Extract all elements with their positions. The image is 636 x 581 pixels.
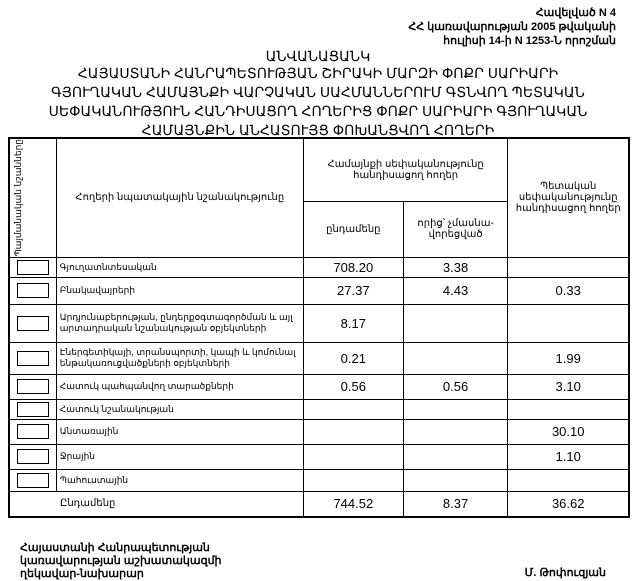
not-privatized <box>402 398 509 420</box>
land-purpose: Գյուղատնտեսական <box>55 256 304 278</box>
purpose-header: Հողերի նպատակային նշանակությունը <box>55 137 304 258</box>
legend-box-icon <box>16 472 49 488</box>
state-land: 1.99 <box>507 341 630 375</box>
legend-box-icon <box>16 449 49 465</box>
state-land <box>507 468 630 492</box>
state-land: 3.10 <box>507 373 630 400</box>
symbols-header: Պայմանական նշանները <box>8 137 57 258</box>
legend-box-icon <box>16 350 49 366</box>
sum-total: 744.52 <box>302 490 404 518</box>
signatory-line: կառավարության աշխատակազմի <box>20 555 222 567</box>
table-row: Արդյունաբերության, ընդերքօգտագործման և ա… <box>8 303 630 343</box>
state-land: 30.10 <box>507 418 630 445</box>
table-row: Էներգետիկայի, տրանսպորտի, կապի և կոմունա… <box>8 341 630 375</box>
legend-swatch <box>8 303 57 343</box>
signatory-name: Մ. Թոփուզյան <box>524 567 606 579</box>
signatory-line: ղեկավար-նախարար <box>20 568 144 580</box>
legend-swatch <box>8 256 57 278</box>
annex-line: Հավելված N 4 <box>535 7 616 19</box>
total-header: ընդամենը <box>302 200 404 258</box>
community-total: 708.20 <box>302 256 404 278</box>
land-purpose: Պահուստային <box>55 468 304 492</box>
state-land <box>507 398 630 420</box>
community-header: Համայնքի սեփականությունը հանդիսացող հողե… <box>302 137 509 202</box>
sum-state: 36.62 <box>507 490 630 518</box>
community-total: 27.37 <box>302 276 404 305</box>
sum-not-privatized: 8.37 <box>402 490 509 518</box>
table-row: Գյուղատնտեսական 708.20 3.38 <box>8 256 630 278</box>
table-row: Հատուկ պահպանվող տարածքների 0.56 0.56 3.… <box>8 373 630 400</box>
legend-swatch <box>8 341 57 375</box>
not-privatized <box>402 303 509 343</box>
state-land <box>507 256 630 278</box>
not-privatized: 0.56 <box>402 373 509 400</box>
document-subtitle: ՀԱՅԱՍՏԱՆԻ ՀԱՆՐԱՊԵՏՈՒԹՅԱՆ ՇԻՐԱԿԻ ՄԱՐԶԻ ՓՈ… <box>48 65 588 138</box>
community-total <box>302 468 404 492</box>
table-row: Ջրային 1.10 <box>8 443 630 470</box>
land-purpose: Հատուկ նշանակության <box>55 398 304 420</box>
land-purpose: Էներգետիկայի, տրանսպորտի, կապի և կոմունա… <box>55 341 304 375</box>
not-privatized <box>402 418 509 445</box>
community-total <box>302 443 404 470</box>
legend-box-icon <box>16 379 49 395</box>
land-purpose: Արդյունաբերության, ընդերքօգտագործման և ա… <box>55 303 304 343</box>
legend-swatch <box>8 418 57 445</box>
table-row: Բնակավայրերի 27.37 4.43 0.33 <box>8 276 630 305</box>
land-purpose: Հատուկ պահպանվող տարածքների <box>55 373 304 400</box>
state-header: Պետական սեփականությունը հանդիսացող հողեր <box>507 137 630 258</box>
community-total <box>302 418 404 445</box>
legend-box-icon <box>16 259 49 275</box>
community-total: 8.17 <box>302 303 404 343</box>
not-privatized: 3.38 <box>402 256 509 278</box>
signatory-title: Հայաստանի Հանրապետության կառավարության ա… <box>20 542 222 581</box>
community-total <box>302 398 404 420</box>
not-privatized-header: որից՝ չմասնա-վորեցված <box>402 200 509 258</box>
not-privatized: 4.43 <box>402 276 509 305</box>
land-purpose: Ջրային <box>55 443 304 470</box>
legend-box-icon <box>16 283 49 299</box>
legend-swatch <box>8 373 57 400</box>
legend-swatch <box>8 468 57 492</box>
community-total: 0.21 <box>302 341 404 375</box>
annex-line: ՀՀ կառավարության 2005 թվականի <box>408 21 616 33</box>
land-purpose: Անտառային <box>55 418 304 445</box>
legend-box-icon <box>16 424 49 440</box>
legend-swatch <box>8 398 57 420</box>
legend-swatch <box>8 443 57 470</box>
not-privatized <box>402 468 509 492</box>
document-title: ԱՆՎԱՆԱՑԱՆԿ <box>265 48 371 64</box>
annex-line: հուլիսի 14-ի N 1253-Ն որոշման <box>443 35 616 47</box>
not-privatized <box>402 341 509 375</box>
table-row: Հատուկ նշանակության <box>8 398 630 420</box>
table-row: Պահուստային <box>8 468 630 492</box>
land-table: Պայմանական նշանները Հողերի նպատակային նշ… <box>8 137 630 519</box>
sum-label: Ընդամենը <box>8 490 304 518</box>
state-land: 0.33 <box>507 276 630 305</box>
legend-box-icon <box>16 315 49 331</box>
not-privatized <box>402 443 509 470</box>
table-row: Անտառային 30.10 <box>8 418 630 445</box>
sum-row: Ընդամենը 744.52 8.37 36.62 <box>8 490 630 518</box>
signatory-line: Հայաստանի Հանրապետության <box>20 542 210 554</box>
state-land: 1.10 <box>507 443 630 470</box>
community-total: 0.56 <box>302 373 404 400</box>
state-land <box>507 303 630 343</box>
legend-swatch <box>8 276 57 305</box>
legend-box-icon <box>16 401 49 417</box>
annex-note: Հավելված N 4 ՀՀ կառավարության 2005 թվակա… <box>408 6 616 48</box>
land-purpose: Բնակավայրերի <box>55 276 304 305</box>
